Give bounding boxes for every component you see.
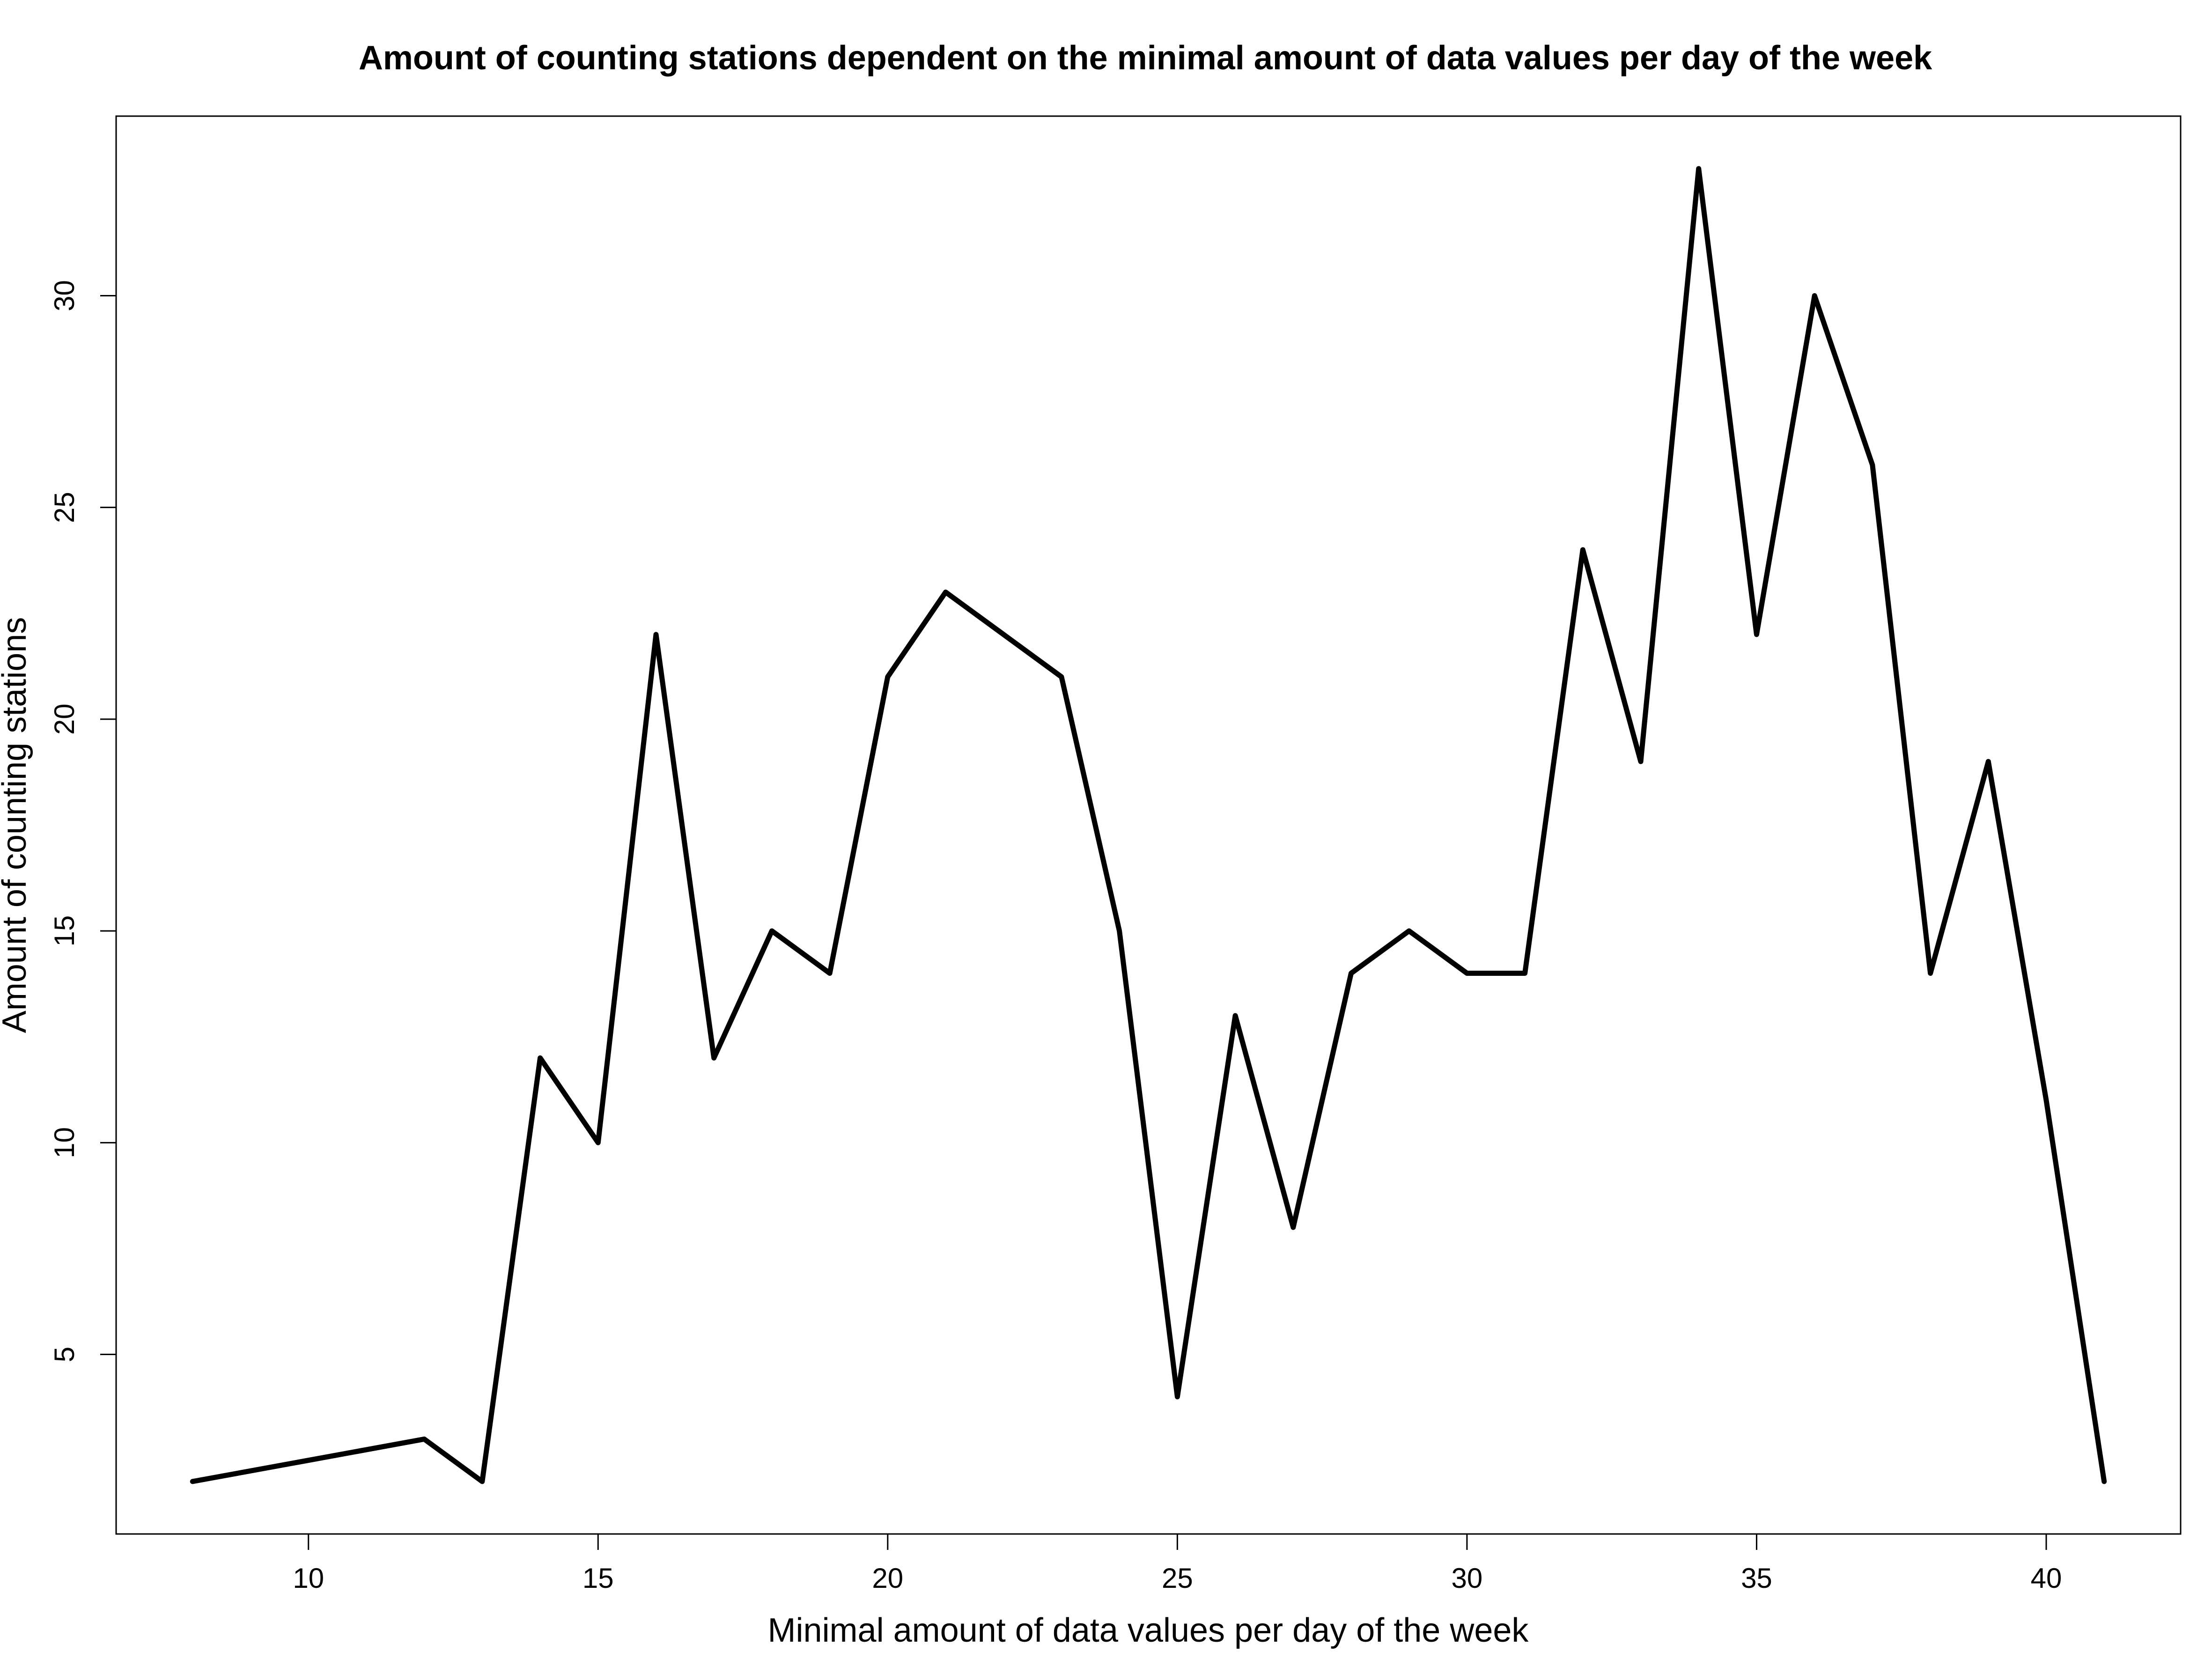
x-tick-label: 30 xyxy=(1452,1563,1483,1594)
chart-title: Amount of counting stations dependent on… xyxy=(359,39,1932,77)
y-tick-label: 10 xyxy=(49,1127,80,1158)
x-tick-label: 20 xyxy=(872,1563,903,1594)
y-tick-label: 15 xyxy=(49,915,80,947)
y-axis-label: Amount of counting stations xyxy=(0,617,33,1033)
x-tick-label: 40 xyxy=(2031,1563,2062,1594)
series-layer xyxy=(190,166,2107,1484)
y-tick-label: 20 xyxy=(49,704,80,735)
series-line xyxy=(190,166,2107,1484)
x-tick-label: 25 xyxy=(1162,1563,1193,1594)
y-axis: 5 10 15 20 25 30 xyxy=(49,280,117,1362)
x-tick-label: 10 xyxy=(293,1563,324,1594)
y-tick-label: 30 xyxy=(49,280,80,311)
y-tick-label: 25 xyxy=(49,492,80,523)
y-tick-label: 5 xyxy=(49,1347,80,1362)
x-tick-label: 15 xyxy=(582,1563,614,1594)
x-tick-label: 35 xyxy=(1741,1563,1772,1594)
x-axis: 10 15 20 25 30 35 40 xyxy=(293,1533,2062,1594)
x-axis-label: Minimal amount of data values per day of… xyxy=(768,1612,1529,1649)
